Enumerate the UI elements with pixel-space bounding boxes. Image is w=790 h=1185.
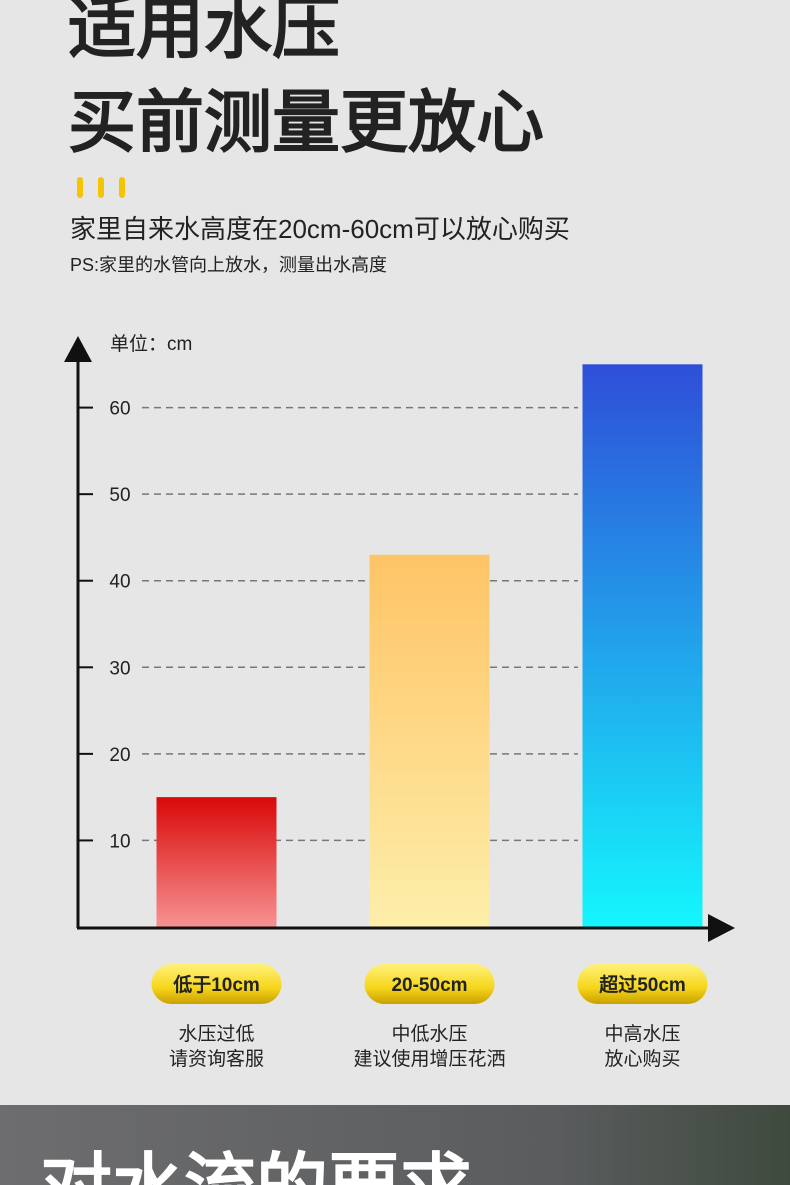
y-tick-label: 10 bbox=[109, 831, 130, 852]
bar bbox=[582, 364, 703, 927]
y-tick-label: 30 bbox=[109, 658, 130, 679]
x-tick-label: 超过50cm bbox=[598, 973, 686, 996]
bar bbox=[156, 797, 277, 927]
title-line: 适用水压 bbox=[68, 0, 340, 67]
y-tick-label: 40 bbox=[109, 572, 130, 593]
x-axis-arrow bbox=[708, 914, 735, 942]
unit-label: 单位：cm bbox=[110, 333, 192, 355]
decoration bbox=[77, 177, 125, 198]
category-pill bbox=[364, 964, 495, 1004]
category-pill bbox=[151, 964, 282, 1004]
y-tick-label: 50 bbox=[109, 485, 130, 506]
category-description: 请资询客服 bbox=[169, 1048, 264, 1070]
footer-band bbox=[0, 1105, 790, 1185]
note: PS:家里的水管向上放水，测量出水高度 bbox=[70, 255, 387, 275]
category-description: 水压过低 bbox=[178, 1023, 254, 1045]
category-description: 放心购买 bbox=[604, 1048, 680, 1070]
category-pill bbox=[577, 964, 708, 1004]
footer-title: 对水流的要求 bbox=[40, 1148, 472, 1185]
category-description: 建议使用增压花洒 bbox=[353, 1048, 505, 1070]
y-tick-label: 20 bbox=[109, 745, 130, 766]
title-line: 买前测量更放心 bbox=[68, 85, 544, 161]
y-tick-label: 60 bbox=[109, 399, 130, 420]
bar bbox=[369, 554, 490, 927]
category-description: 中低水压 bbox=[391, 1023, 467, 1045]
y-axis-arrow bbox=[64, 336, 92, 362]
category-description: 中高水压 bbox=[604, 1023, 680, 1045]
x-tick-label: 20-50cm bbox=[391, 975, 467, 996]
subtitle: 家里自来水高度在20cm-60cm可以放心购买 bbox=[70, 214, 570, 244]
plot: 10 20 30 40 50 60 bbox=[78, 364, 703, 927]
x-tick-label: 低于10cm bbox=[172, 973, 260, 996]
